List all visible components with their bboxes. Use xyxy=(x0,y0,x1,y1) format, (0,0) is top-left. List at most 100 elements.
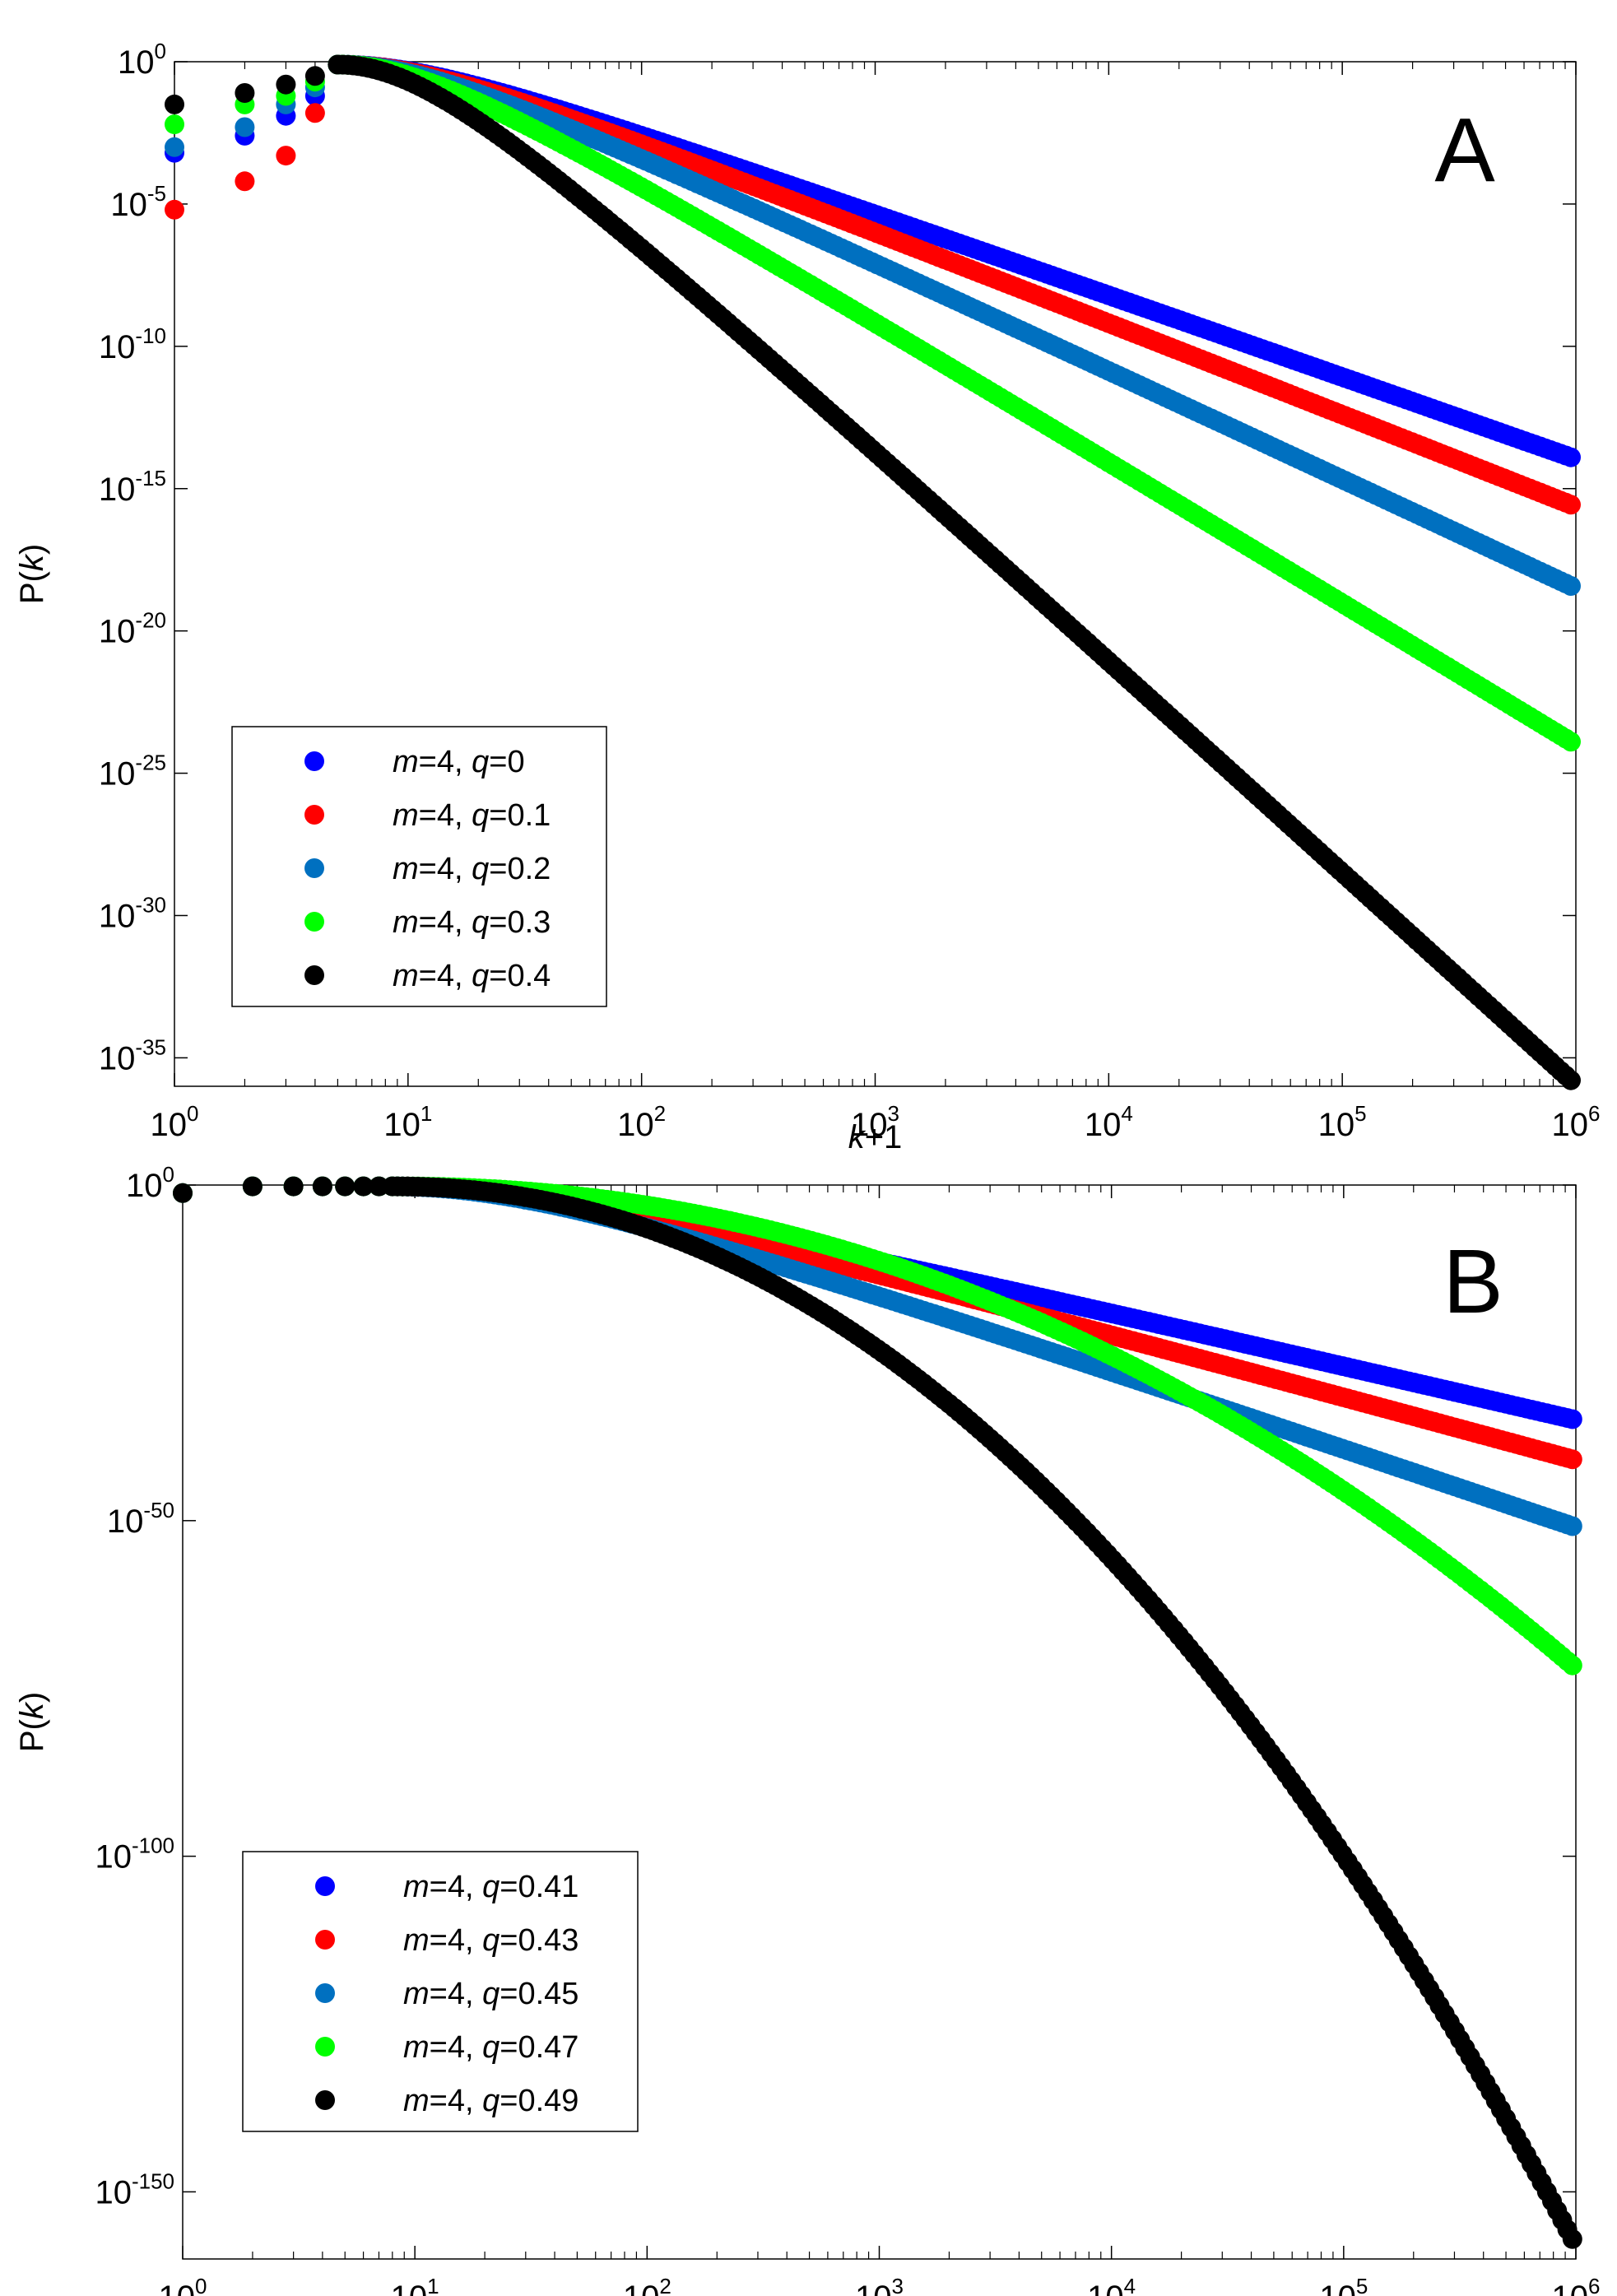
panel-a-ytick-label: 10-5 xyxy=(110,181,166,223)
panel-a-xtick-base: 10 xyxy=(151,1107,188,1143)
panel-a-xtick-label: 101 xyxy=(383,1101,432,1143)
panel-a: 100 101 102 103 104 105 10610010-510-1010-1510… xyxy=(14,39,1600,1155)
panel-a-legend-m: 4 xyxy=(437,745,454,779)
panel-b-legend-m: 4 xyxy=(448,2030,465,2065)
panel-a-ytick-exp: -20 xyxy=(135,608,166,633)
panel-a-point xyxy=(1561,495,1581,515)
panel-b-ylabel-var: k xyxy=(14,1701,50,1719)
panel-a-point xyxy=(235,83,255,103)
panel-a-ytick-base: 10 xyxy=(99,329,136,365)
panel-a-ytick-base: 10 xyxy=(99,899,136,935)
panel-a-legend-entry: m=4, q=0.4 xyxy=(393,959,551,993)
panel-a-ytick-exp: -35 xyxy=(135,1034,166,1059)
panel-a-ytick-base: 10 xyxy=(99,472,136,508)
panel-a-point xyxy=(276,74,296,95)
panel-a-ylabel-var: k xyxy=(14,553,50,571)
panel-a-legend: m=4, q=0 m=4, q=0.1 m=4, q=0.2 m=4, q=0.3 m=… xyxy=(231,726,607,1007)
panel-b-ytick-label: 100 xyxy=(126,1162,174,1204)
panel-a-ytick-base: 10 xyxy=(110,187,147,223)
panel-a-legend-marker xyxy=(304,912,324,932)
panel-b-ytick-base: 10 xyxy=(95,1839,132,1875)
panel-a-xtick-exp: 0 xyxy=(187,1101,198,1126)
panel-b-xtick-exp: 4 xyxy=(1124,2274,1136,2296)
panel-a-series-4 xyxy=(165,54,1581,752)
panel-a-point xyxy=(165,137,184,157)
panel-b-legend-marker xyxy=(315,1983,335,2003)
panel-b-ytick-label: 10-50 xyxy=(107,1498,174,1540)
panel-b-xtick-base: 10 xyxy=(1087,2280,1124,2296)
panel-b-ytick-exp: 0 xyxy=(163,1162,174,1187)
panel-a-point xyxy=(235,171,255,192)
panel-a-point xyxy=(1561,1070,1581,1090)
panel-a-xtick-label: 104 xyxy=(1085,1101,1133,1143)
panel-a-ytick-base: 10 xyxy=(99,756,136,792)
panel-b-point xyxy=(1562,1409,1582,1429)
panel-b-legend-q: 0.47 xyxy=(518,2030,578,2065)
panel-a-point xyxy=(1561,447,1581,467)
panel-b-legend: m=4, q=0.41 m=4, q=0.43 m=4, q=0.45 m=4, q=… xyxy=(242,1851,639,2132)
panel-a-ytick-exp: -30 xyxy=(135,893,166,918)
panel-a-legend-entry: m=4, q=0.3 xyxy=(393,905,551,940)
panel-b-legend-entry: m=4, q=0.45 xyxy=(403,1977,578,2011)
panel-a-ytick-label: 10-20 xyxy=(99,608,166,650)
panel-b-xtick-exp: 0 xyxy=(195,2274,207,2296)
panel-b-point xyxy=(353,1176,374,1197)
panel-b-series-4 xyxy=(173,1176,1582,1676)
panel-b-legend-marker xyxy=(315,2090,335,2110)
panel-b-legend-q: 0.41 xyxy=(518,1870,578,1904)
panel-b: 10010110210310410510610010-5010-10010-15… xyxy=(14,1162,1600,2296)
panel-b-point xyxy=(1562,1449,1582,1470)
panel-a-legend-marker xyxy=(304,751,324,771)
panel-b-legend-m: 4 xyxy=(448,1923,465,1958)
panel-a-ytick-exp: -15 xyxy=(135,466,166,490)
panel-a-xtick-base: 10 xyxy=(1085,1107,1122,1143)
panel-a-legend-entry: m=4, q=0.2 xyxy=(393,852,551,886)
panel-a-xlabel-rest: +1 xyxy=(865,1119,903,1155)
panel-a-ytick-label: 100 xyxy=(118,39,166,81)
panel-b-point xyxy=(312,1176,332,1197)
panel-a-ytick-label: 10-30 xyxy=(99,893,166,935)
panel-b-ytick-base: 10 xyxy=(107,1504,144,1540)
panel-a-ylabel: P(k) xyxy=(14,544,50,604)
panel-b-xtick-base: 10 xyxy=(159,2280,196,2296)
panel-b-xtick-label: 105 xyxy=(1319,2274,1368,2296)
panel-a-ytick-exp: 0 xyxy=(155,39,166,63)
panel-b-point xyxy=(1562,2229,1582,2249)
panel-a-legend-q: 0.3 xyxy=(507,905,551,940)
panel-b-xtick-base: 10 xyxy=(855,2280,892,2296)
panel-a-legend-q: 0.4 xyxy=(507,959,551,993)
panel-a-panel-letter: A xyxy=(1434,100,1495,201)
panel-b-xtick-base: 10 xyxy=(623,2280,660,2296)
panel-b-xtick-base: 10 xyxy=(1552,2280,1589,2296)
panel-b-xtick-label: 100 xyxy=(159,2274,207,2296)
panel-a-legend-m: 4 xyxy=(437,905,454,940)
panel-a-xtick-exp: 1 xyxy=(421,1101,432,1126)
panel-a-xtick-exp: 5 xyxy=(1354,1101,1366,1126)
panel-b-ytick-label: 10-100 xyxy=(95,1834,174,1875)
panel-b-xtick-exp: 3 xyxy=(892,2274,904,2296)
panel-a-point xyxy=(235,117,255,137)
panel-b-xtick-exp: 2 xyxy=(659,2274,671,2296)
panel-a-xtick-base: 10 xyxy=(383,1107,421,1143)
panel-a-legend-entry: m=4, q=0 xyxy=(393,745,525,779)
panel-b-ytick-exp: -150 xyxy=(132,2168,174,2193)
panel-a-ylabel-post: ) xyxy=(14,544,50,555)
panel-a-ytick-label: 10-35 xyxy=(99,1034,166,1076)
panel-b-series-5 xyxy=(173,1176,1582,2249)
panel-b-legend-m: 4 xyxy=(448,1870,465,1904)
panel-b-point xyxy=(1562,1516,1582,1536)
panel-a-ylabel-pre: P( xyxy=(14,570,50,604)
panel-a-ytick-label: 10-10 xyxy=(99,323,166,365)
panel-b-legend-m: 4 xyxy=(448,1977,465,2011)
panel-a-xtick-base: 10 xyxy=(1552,1107,1589,1143)
panel-a-legend-entry: m=4, q=0.1 xyxy=(393,798,551,833)
panel-a-xtick-label: 100 xyxy=(151,1101,199,1143)
panel-a-ytick-exp: -25 xyxy=(135,751,166,775)
panel-a-series-2 xyxy=(165,54,1581,515)
panel-b-legend-q: 0.49 xyxy=(518,2084,578,2118)
panel-b-xtick-exp: 6 xyxy=(1588,2274,1600,2296)
panel-b-xtick-label: 106 xyxy=(1552,2274,1601,2296)
panel-b-ylabel-post: ) xyxy=(14,1692,50,1703)
panel-b-xtick-label: 102 xyxy=(623,2274,671,2296)
panel-a-xlabel-var: k xyxy=(848,1119,867,1155)
